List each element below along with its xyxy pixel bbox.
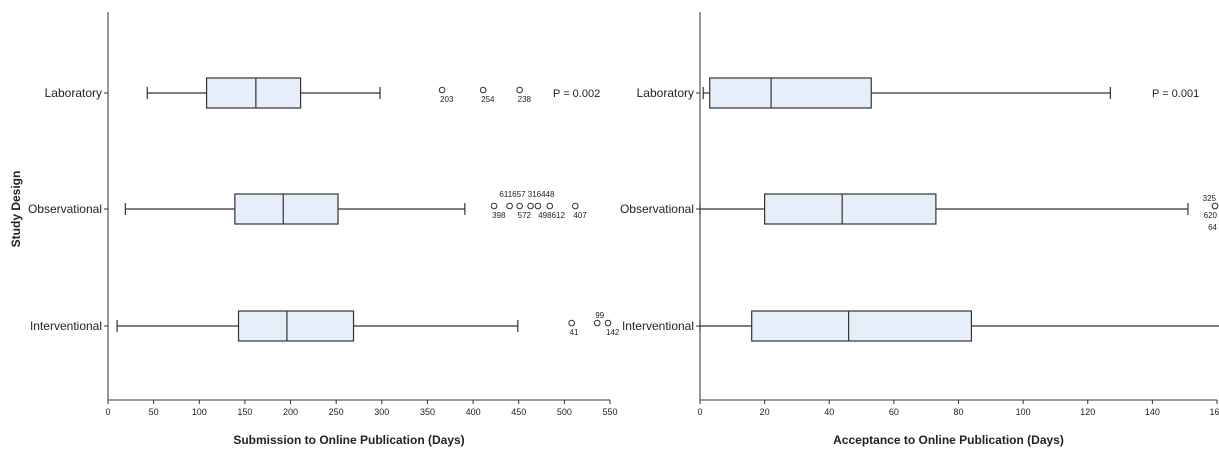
- outlier-label: 238: [518, 95, 532, 104]
- outlier-label: 398: [492, 211, 506, 220]
- x-tick-label: 40: [824, 407, 834, 417]
- x-tick-label: 50: [149, 407, 159, 417]
- x-tick-label: 300: [374, 407, 389, 417]
- x-tick-label: 140: [1145, 407, 1160, 417]
- x-tick-label: 20: [760, 407, 770, 417]
- y-axis-title: Study Design: [9, 171, 23, 248]
- x-tick-label: 0: [105, 407, 110, 417]
- category-label: Laboratory: [637, 86, 694, 100]
- outlier-point: [593, 319, 601, 327]
- p-value-annotation: P = 0.002: [553, 88, 600, 100]
- outlier-label-row: 498612: [538, 211, 565, 220]
- outlier-point: [534, 202, 542, 210]
- x-tick-label: 250: [329, 407, 344, 417]
- x-tick-label: 400: [466, 407, 481, 417]
- outlier-point: [516, 202, 523, 210]
- outlier-label: 254: [481, 95, 495, 104]
- outlier-point: [490, 202, 498, 210]
- x-tick-label: 350: [420, 407, 435, 417]
- outlier-point: [438, 86, 446, 94]
- x-tick-label: 150: [237, 407, 252, 417]
- outlier-point: [506, 202, 513, 210]
- x-tick-label: 500: [557, 407, 572, 417]
- outlier-label: 41: [570, 328, 579, 337]
- outlier-label-row: 64: [1208, 223, 1217, 232]
- x-tick-label: 200: [283, 407, 298, 417]
- outlier-point: [1211, 202, 1219, 210]
- category-label: Laboratory: [45, 86, 102, 100]
- x-tick-label: 120: [1080, 407, 1095, 417]
- outlier-point: [516, 86, 523, 94]
- outlier-point: [479, 86, 487, 94]
- x-tick-label: 0: [697, 407, 702, 417]
- outlier-label: 407: [573, 211, 587, 220]
- outlier-point: [572, 202, 579, 210]
- category-label: Interventional: [622, 319, 694, 333]
- x-tick-label: 100: [192, 407, 207, 417]
- iqr-box: [751, 310, 973, 342]
- outlier-point: [527, 202, 534, 210]
- category-label: Interventional: [30, 319, 102, 333]
- outlier-label: 203: [440, 95, 454, 104]
- x-tick-label: 60: [889, 407, 899, 417]
- x-axis-title: Acceptance to Online Publication (Days): [833, 433, 1064, 447]
- outlier-label: 142: [606, 328, 620, 337]
- outlier-label: 99: [595, 311, 604, 320]
- p-value-annotation: P = 0.001: [1152, 88, 1199, 100]
- outlier-label: 325: [1203, 194, 1217, 203]
- outlier-label: 572: [518, 211, 532, 220]
- outlier-label-row: 620: [1204, 211, 1218, 220]
- x-tick-label: 160: [1209, 407, 1219, 417]
- x-tick-label: 80: [953, 407, 963, 417]
- outlier-label-row: 611657 316448: [499, 190, 555, 199]
- outlier-point: [568, 319, 575, 327]
- iqr-box: [709, 77, 872, 109]
- iqr-box: [234, 193, 339, 225]
- category-label: Observational: [620, 202, 694, 216]
- iqr-box: [764, 193, 937, 225]
- x-axis-title: Submission to Online Publication (Days): [233, 433, 464, 447]
- x-tick-label: 550: [602, 407, 617, 417]
- outlier-point: [604, 319, 612, 327]
- iqr-box: [237, 310, 355, 342]
- outlier-point: [546, 202, 554, 210]
- category-label: Observational: [28, 202, 102, 216]
- x-tick-label: 450: [511, 407, 526, 417]
- iqr-box: [205, 77, 302, 109]
- x-tick-label: 100: [1016, 407, 1031, 417]
